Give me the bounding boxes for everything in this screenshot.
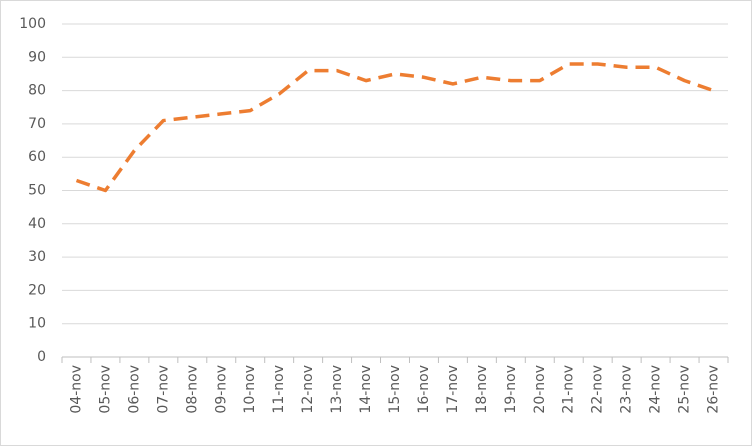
x-tick-label: 20-nov — [532, 365, 548, 414]
x-tick-label: 16-nov — [416, 365, 432, 414]
y-tick-label: 30 — [28, 249, 46, 265]
data-line — [75, 62, 715, 193]
x-tick-label: 14-nov — [358, 365, 374, 414]
x-tick-label: 07-nov — [155, 365, 171, 414]
y-tick-label: 50 — [28, 183, 46, 199]
x-tick-label: 11-nov — [271, 365, 287, 414]
y-tick-label: 60 — [28, 149, 46, 165]
x-tick-label: 05-nov — [97, 365, 113, 414]
y-tick-label: 0 — [37, 349, 46, 365]
x-tick-label: 18-nov — [474, 365, 490, 414]
x-tick-label: 19-nov — [503, 365, 519, 414]
y-tick-label: 40 — [28, 216, 46, 232]
y-tick-label: 20 — [28, 282, 46, 298]
y-tick-label: 90 — [28, 49, 46, 65]
x-tick-label: 08-nov — [184, 365, 200, 414]
x-tick-label: 12-nov — [300, 365, 316, 414]
x-tick-label: 21-nov — [561, 365, 577, 414]
x-tick-label: 25-nov — [677, 365, 693, 414]
x-tick-label: 23-nov — [619, 365, 635, 414]
x-tick-label: 24-nov — [648, 365, 664, 414]
y-tick-label: 80 — [28, 83, 46, 99]
x-tick-label: 17-nov — [445, 365, 461, 414]
x-tick-label: 26-nov — [706, 365, 722, 414]
x-tick-label: 10-nov — [242, 365, 258, 414]
y-tick-label: 100 — [19, 16, 46, 32]
y-tick-label: 70 — [28, 116, 46, 132]
x-tick-label: 04-nov — [68, 365, 84, 414]
y-tick-label: 10 — [28, 316, 46, 332]
x-tick-label: 22-nov — [590, 365, 606, 414]
x-tick-label: 06-nov — [126, 365, 142, 414]
x-tick-label: 09-nov — [213, 365, 229, 414]
x-tick-label: 15-nov — [387, 365, 403, 414]
x-tick-label: 13-nov — [329, 365, 345, 414]
